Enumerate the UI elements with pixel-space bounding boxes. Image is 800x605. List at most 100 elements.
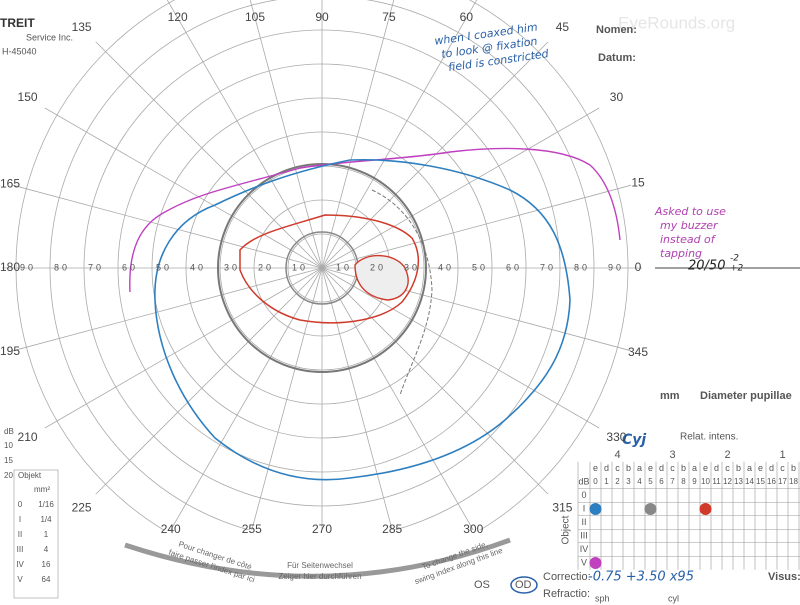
object-row: V [581, 557, 587, 567]
ring-label: 10 [292, 262, 308, 272]
letter: c [725, 463, 730, 473]
meridian [321, 267, 393, 530]
meridian-label: 240 [161, 522, 181, 536]
meridian-label: 345 [628, 345, 648, 359]
object-row: I [583, 503, 586, 513]
objekt-cell: I [19, 515, 21, 524]
objekt-cell: 1/16 [38, 500, 54, 509]
letter: b [681, 463, 686, 473]
letter: a [637, 463, 642, 473]
letter: d [714, 463, 719, 473]
meridian [249, 0, 323, 269]
objekt-cell: 4 [44, 545, 49, 554]
objekt-cell: 64 [42, 575, 51, 584]
date-label: Datum: [598, 52, 636, 64]
object-row: 0 [581, 490, 586, 500]
meridian [321, 267, 600, 429]
db-value: 13 [734, 477, 743, 486]
refractio-label: Refractio: [543, 588, 590, 600]
ring-label: 70 [88, 262, 104, 272]
meridian-label: 285 [382, 522, 402, 536]
meridian-label: 60 [460, 10, 474, 24]
meridian-label: 150 [18, 90, 38, 104]
meridian [321, 107, 600, 269]
scotoma-red [354, 254, 409, 301]
meridian [170, 267, 323, 530]
meridian-label: 330 [606, 430, 626, 444]
meridian-label: 135 [72, 20, 92, 34]
letter: e [703, 463, 708, 473]
visus-label: Visus: [768, 571, 800, 583]
db-value: 18 [789, 477, 798, 486]
db-value: 7 [670, 477, 675, 486]
db-value: 20 [4, 471, 13, 480]
group-label: 1 [779, 449, 785, 461]
group-label: 2 [724, 449, 730, 461]
letter: c [615, 463, 620, 473]
perimeter-grid [2, 0, 642, 530]
db-value: 1 [604, 477, 609, 486]
db-value: 10 [4, 441, 13, 450]
letter: c [780, 463, 785, 473]
side-arc-text: Für Seitenwechsel [287, 561, 353, 570]
meridian-label: 195 [0, 344, 20, 358]
letter: e [648, 463, 653, 473]
meridian-label: 45 [556, 20, 570, 34]
ring-label: 40 [438, 262, 454, 272]
db-value: 14 [745, 477, 754, 486]
ring-label: 20 [258, 262, 274, 272]
objekt-title: Objekt [18, 471, 42, 480]
meridian [321, 41, 549, 269]
meridian-label: 105 [245, 10, 265, 24]
letter: b [791, 463, 796, 473]
ring-label: 30 [404, 262, 420, 272]
cyl-label: cyl [668, 593, 679, 603]
letter: d [769, 463, 774, 473]
stimulus-dot [699, 503, 712, 515]
od-circle [510, 576, 538, 594]
object-label: Object [561, 515, 572, 544]
isopter-red [239, 214, 420, 324]
ring-label: 30 [224, 262, 240, 272]
side-arc-text: Zeiger hier durchführen [278, 572, 361, 581]
meridian [95, 267, 323, 495]
letter: a [747, 463, 752, 473]
object-row: IV [580, 544, 589, 554]
ring-label: 80 [574, 262, 590, 272]
ring-label: 20 [370, 262, 386, 272]
db-value: 6 [659, 477, 664, 486]
central-ring [217, 163, 427, 373]
objekt-cell: 16 [42, 560, 51, 569]
letter: b [736, 463, 741, 473]
meridian [251, 267, 323, 530]
meridian-label: 30 [610, 90, 624, 104]
object-row: III [580, 530, 588, 540]
meridian-label: 0 [635, 260, 642, 274]
meridian [321, 267, 474, 530]
blue-note: when I coaxed him to look @ fixation fie… [434, 20, 551, 74]
db-value: 2 [615, 477, 620, 486]
db-value: 9 [692, 477, 697, 486]
od-label: OD [515, 579, 532, 591]
brand: TREIT [0, 16, 35, 30]
meridian-label: 90 [315, 10, 329, 24]
ring-label: 90 [20, 262, 36, 272]
db-value: 5 [648, 477, 653, 486]
form-number: H-45040 [2, 46, 37, 56]
letter: a [692, 463, 697, 473]
db-value: 16 [767, 477, 776, 486]
objekt-cell: IV [16, 560, 24, 569]
stimulus-note: Cyj [622, 432, 646, 448]
name-label: Nomen: [596, 24, 637, 36]
db-value: 3 [626, 477, 631, 486]
sph-label: sph [595, 593, 610, 603]
letter: c [670, 463, 675, 473]
db-value: 15 [4, 456, 13, 465]
group-label: 3 [669, 449, 675, 461]
meridian-label: 120 [168, 10, 188, 24]
db-value: 10 [701, 477, 710, 486]
meridian [95, 41, 323, 269]
ring-label: 90 [608, 262, 624, 272]
letter: e [593, 463, 598, 473]
objekt-unit: mm² [34, 485, 50, 494]
